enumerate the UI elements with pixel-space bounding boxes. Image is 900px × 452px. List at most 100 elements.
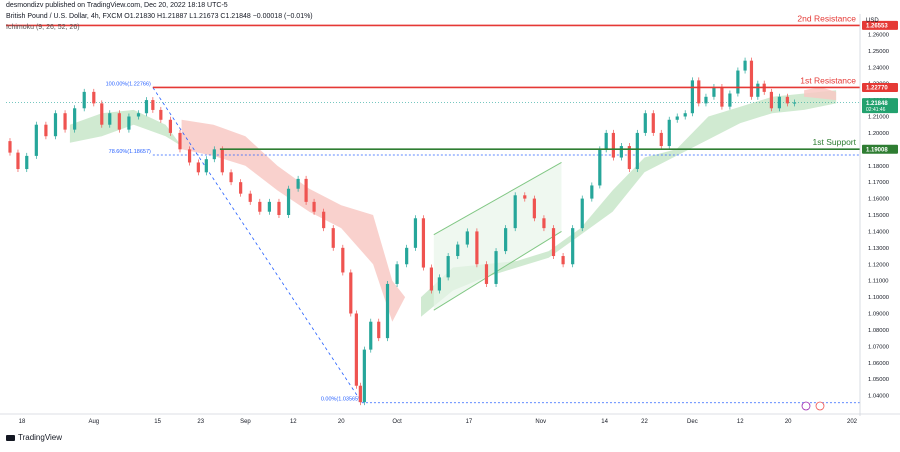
candle-body (82, 91, 86, 109)
candle-body (769, 91, 774, 109)
candle-body (749, 60, 754, 97)
x-tick-label: 20 (785, 419, 792, 425)
candle-body (144, 100, 149, 114)
candle-body (159, 109, 163, 120)
candle-body (377, 321, 381, 339)
publisher-line: desmondizv published on TradingView.com,… (6, 2, 228, 9)
candle-body (168, 119, 173, 133)
x-tick-label: 12 (737, 419, 744, 425)
y-tick-label: 1.26000 (868, 32, 889, 38)
x-tick-label: 22 (641, 419, 648, 425)
candle-body (304, 178, 308, 202)
y-tick-label: 1.11000 (868, 279, 889, 285)
tradingview-logo[interactable]: TradingView (6, 433, 62, 442)
y-tick-label: 1.15000 (868, 213, 889, 219)
candle-body (494, 251, 498, 284)
candle-body (712, 86, 716, 97)
candle-body (296, 178, 300, 189)
fib-level-label-2: 0.00%(1.03565) (321, 397, 360, 403)
tradingview-icon (6, 434, 15, 441)
sr-label-0: 2nd Resistance (797, 13, 856, 23)
countdown-text: 02:41:46 (866, 107, 886, 113)
candle-body (178, 132, 182, 150)
candle-body (212, 149, 216, 160)
price-badge-text-1: 1.22770 (866, 86, 888, 92)
x-tick-label: Oct (392, 419, 402, 425)
sr-label-1: 1st Resistance (800, 75, 856, 85)
price-badge-text-2: 1.21848 (866, 101, 888, 107)
y-tick-label: 1.14000 (868, 229, 889, 235)
candle-body (277, 201, 281, 215)
candle-body (196, 162, 200, 173)
ichimoku-cloud-3 (804, 87, 837, 101)
candle-body (63, 113, 67, 130)
x-tick-label: Aug (88, 419, 99, 425)
candle-body (8, 141, 12, 153)
candle-body (743, 60, 747, 71)
fib-trendline (152, 87, 363, 403)
candle-body (312, 201, 316, 212)
candle-body (697, 80, 701, 104)
y-tick-label: 1.12000 (868, 262, 889, 268)
y-tick-label: 1.07000 (868, 344, 889, 350)
candle-body (405, 247, 409, 265)
candle-body (100, 103, 104, 125)
candle-body (627, 146, 631, 170)
candle-body (229, 172, 233, 183)
y-tick-label: 1.18000 (868, 164, 889, 170)
candle-body (239, 182, 243, 194)
x-tick-label: Dec (687, 419, 698, 425)
y-tick-label: 1.06000 (868, 361, 889, 367)
x-tick-label: 12 (290, 419, 297, 425)
sr-label-2: 1st Support (813, 137, 857, 147)
candle-body (532, 198, 536, 219)
candle-body (651, 113, 655, 133)
candle-body (792, 102, 797, 104)
candle-body (523, 195, 527, 199)
candle-body (25, 155, 29, 170)
x-tick-label: 15 (154, 419, 161, 425)
x-tick-label: Sep (240, 419, 251, 425)
candle-body (331, 228, 335, 248)
y-tick-label: 1.04000 (868, 394, 889, 400)
candle-body (667, 119, 671, 147)
candle-body (341, 247, 345, 273)
candle-body (395, 264, 399, 284)
candle-body (286, 188, 291, 215)
price-badge-0 (862, 20, 898, 30)
candle-body (108, 113, 112, 125)
channel-fill (433, 162, 562, 311)
price-badge-text-0: 1.26553 (866, 24, 888, 30)
y-tick-label: 1.25000 (868, 49, 889, 55)
candle-body (720, 86, 724, 107)
candle-body (756, 83, 760, 97)
candle-body (53, 113, 58, 137)
candle-body (73, 108, 77, 130)
y-tick-label: 1.05000 (868, 377, 889, 383)
ichimoku-cloud-1 (181, 119, 406, 322)
y-tick-label: 1.10000 (868, 295, 889, 301)
x-tick-label: 14 (601, 419, 608, 425)
indicator-label[interactable]: Ichimoku (9, 26, 52, 26) (6, 24, 80, 31)
price-badge-2 (862, 98, 898, 114)
y-tick-label: 1.20000 (868, 131, 889, 137)
x-tick-label: 202 (847, 419, 858, 425)
candle-body (421, 218, 426, 268)
channel-upper-line (433, 162, 562, 236)
candle-body (659, 132, 663, 147)
candle-body (92, 91, 96, 104)
candle-body (369, 321, 373, 350)
candle-body (542, 218, 546, 229)
currency-label: USD (866, 18, 879, 24)
price-badge-3 (862, 144, 898, 154)
candle-body (604, 132, 608, 150)
x-tick-label: 20 (338, 419, 345, 425)
candle-body (777, 96, 781, 109)
candle-body (475, 231, 479, 265)
y-tick-label: 1.21000 (868, 115, 889, 121)
candle-body (551, 228, 556, 257)
candle-body (117, 113, 121, 130)
symbol-line: British Pound / U.S. Dollar, 4h, FXCM O1… (6, 13, 313, 20)
ichimoku-cloud-2 (421, 90, 837, 317)
